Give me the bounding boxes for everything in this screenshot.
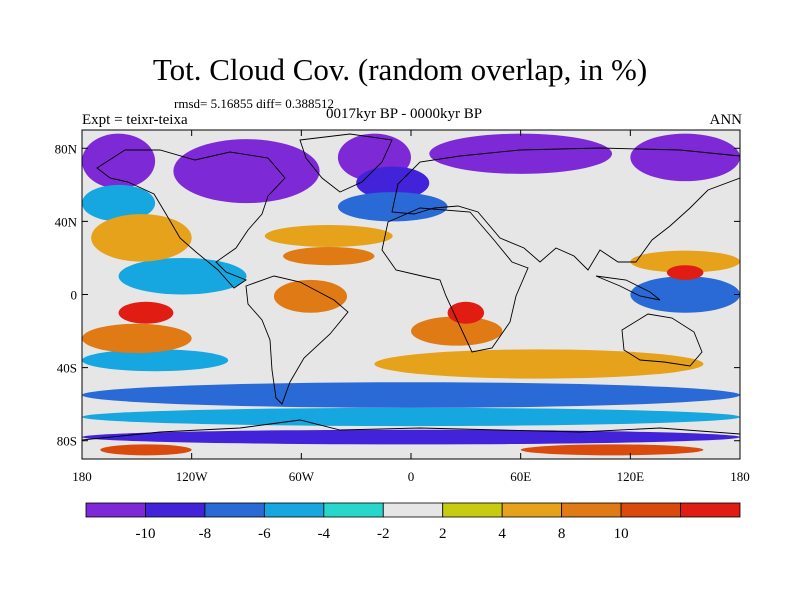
colorbar-label: -4 <box>318 526 331 542</box>
season-label: ANN <box>709 112 743 128</box>
lon-tick-label: 60E <box>510 469 531 484</box>
stats-label: rmsd= 5.16855 diff= 0.388512 <box>174 96 334 111</box>
colorbar-label: 4 <box>498 526 506 542</box>
colorbar-swatch <box>323 502 384 518</box>
colorbar-swatch <box>442 502 503 518</box>
colorbar-label: -6 <box>258 526 271 542</box>
anomaly-region-1 <box>173 139 320 204</box>
axis-ticks: 80N 40N 0 40S 80S 180 120W 60W 0 60E 120E 180 <box>55 130 750 484</box>
anomaly-region-19 <box>82 323 192 353</box>
lon-tick-label: 60W <box>289 469 315 484</box>
anomaly-region-8 <box>118 257 247 295</box>
anomaly-region-17 <box>273 279 348 313</box>
colorbar-swatch <box>263 502 325 518</box>
lon-tick-label: 120W <box>176 469 209 484</box>
anomaly-region-4 <box>630 133 740 182</box>
colorbar-swatch <box>501 502 563 518</box>
period-label: 0017kyr BP - 0000kyr BP <box>326 106 483 122</box>
colorbar-label: 10 <box>614 526 629 542</box>
anomaly-region-13 <box>82 429 740 445</box>
coastline-africa <box>381 207 529 353</box>
anomaly-region-21 <box>447 301 485 324</box>
coastline-south-america <box>245 275 349 405</box>
lon-tick-label: 180 <box>730 469 750 484</box>
anomaly-region-10 <box>630 276 740 313</box>
colorbar-label: -10 <box>135 526 155 542</box>
anomaly-region-11 <box>82 382 740 408</box>
coastline-north-america <box>96 149 286 289</box>
anomaly-region-5 <box>356 166 430 200</box>
anomaly-region-7 <box>82 184 156 222</box>
colorbar-label: 2 <box>439 526 447 542</box>
coastlines <box>82 133 740 441</box>
anomaly-region-23 <box>630 250 740 273</box>
colorbar-label: -8 <box>199 526 212 542</box>
anomaly-region-26 <box>520 444 704 456</box>
coastline-greenland <box>299 133 393 193</box>
lat-tick-label: 0 <box>71 288 78 303</box>
anomaly-region-25 <box>100 444 192 456</box>
coastline-indonesia <box>595 275 661 301</box>
colorbar-swatch <box>620 502 681 518</box>
colorbar-swatch <box>85 502 146 518</box>
lon-tick-label: 180 <box>72 469 92 484</box>
colorbar-swatch <box>561 502 622 518</box>
anomaly-region-14 <box>91 214 192 262</box>
coastline-eurasia <box>391 147 740 271</box>
lon-tick-label: 0 <box>408 469 415 484</box>
lat-tick-label: 40N <box>55 214 78 229</box>
colorbar-swatch <box>680 502 741 518</box>
anomaly-region-20 <box>411 316 503 346</box>
anomaly-region-9 <box>82 349 229 372</box>
plot-title: Tot. Cloud Cov. (random overlap, in %) <box>152 52 648 87</box>
anomaly-region-22 <box>374 349 704 379</box>
anomaly-region-0 <box>82 133 156 189</box>
lon-tick-label: 120E <box>617 469 645 484</box>
lat-tick-label: 40S <box>57 361 77 376</box>
colorbar: -10 -8 -6 -4 -2 2 4 8 10 <box>85 502 741 542</box>
anomaly-region-12 <box>82 407 740 427</box>
anomaly-region-18 <box>118 301 174 324</box>
colorbar-swatch <box>382 502 444 518</box>
lat-tick-label: 80N <box>55 141 78 156</box>
anomaly-region-3 <box>429 133 613 174</box>
anomaly-region-24 <box>666 265 704 280</box>
colorbar-label: 8 <box>558 526 566 542</box>
lat-tick-label: 80S <box>57 434 77 449</box>
coastline-australia <box>621 313 703 367</box>
anomaly-region-15 <box>264 225 393 247</box>
colorbar-swatch <box>145 502 206 518</box>
experiment-label: Expt = teixr-teixa <box>82 112 188 128</box>
colorbar-label: -2 <box>377 526 390 542</box>
colorbar-swatch <box>204 502 265 518</box>
coastline-antarctica <box>82 419 740 441</box>
anomaly-region-16 <box>283 246 375 266</box>
